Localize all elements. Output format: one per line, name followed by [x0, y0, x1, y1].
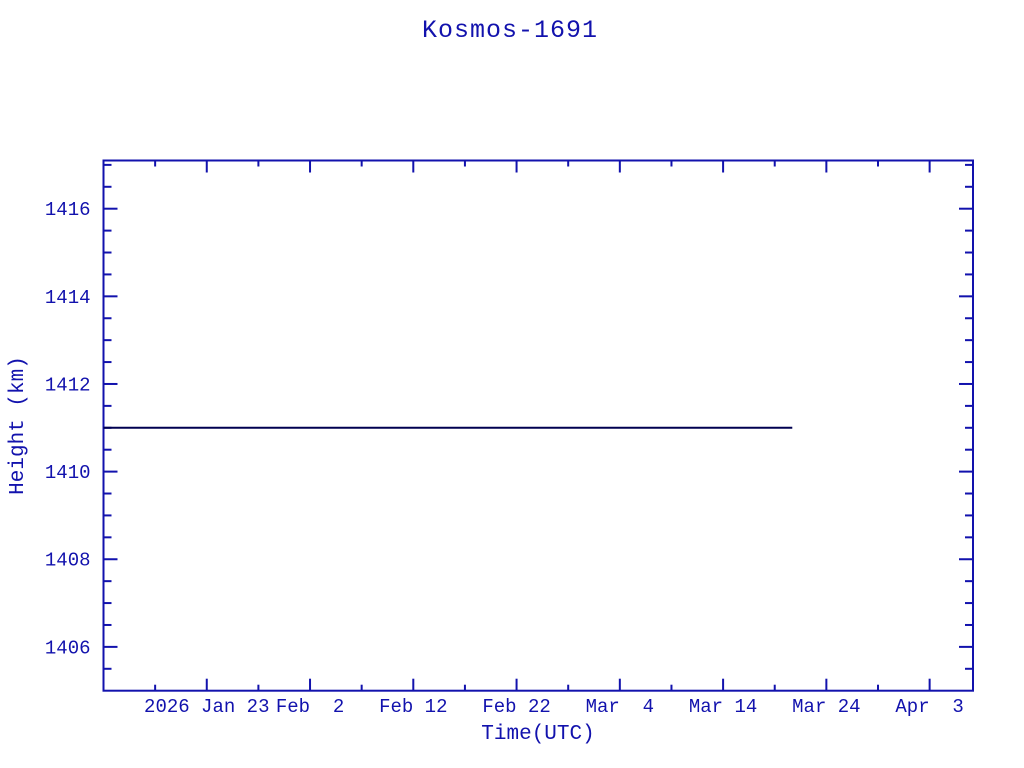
x-tick-label: Feb 2 — [276, 696, 344, 718]
x-tick-label: Feb 22 — [482, 696, 550, 718]
y-axis-title: Height (km) — [7, 356, 30, 495]
y-tick-label: 1406 — [45, 637, 91, 659]
x-tick-label: Mar 24 — [792, 696, 860, 718]
plot-frame — [102, 159, 974, 692]
x-tick-label: Mar 4 — [586, 696, 654, 718]
x-tick-label: Mar 14 — [689, 696, 757, 718]
y-tick-label: 1410 — [45, 462, 91, 484]
plot-area: 2026 Jan 23 Feb 2 Feb 12 Feb 22 Mar 4 Mar 14 M… — [45, 159, 974, 718]
x-tick-label: Feb 12 — [379, 696, 447, 718]
chart-title: Kosmos-1691 — [422, 16, 598, 45]
y-tick-label: 1408 — [45, 550, 91, 572]
x-axis-title: Time(UTC) — [481, 723, 594, 746]
y-tick-label: 1412 — [45, 374, 91, 396]
y-tick-label: 1414 — [45, 287, 91, 309]
y-tick-label: 1416 — [45, 199, 91, 221]
x-tick-label: Apr 3 — [895, 696, 963, 718]
x-tick-label: 2026 Jan 23 — [144, 696, 269, 718]
